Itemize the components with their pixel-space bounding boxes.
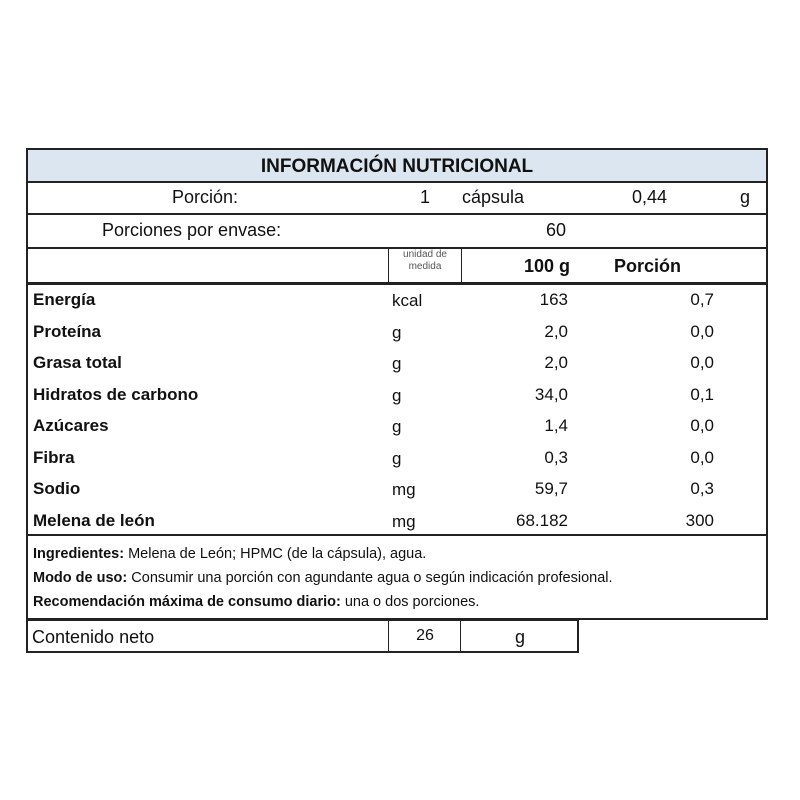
nutrient-unit: g [392,322,402,342]
nutrient-unit: kcal [392,291,423,310]
nutrient-portion: 0,3 [690,479,714,498]
nutrient-portion: 0,0 [690,416,714,435]
nutrient-unit: g [392,417,402,436]
max-label: Recomendación máxima de consumo diario: [33,594,341,610]
net-unit: g [514,627,525,647]
net-label: Contenido neto [32,627,155,647]
nutrient-row: Energía kcal 163 0,7 [28,285,766,317]
nutrient-unit: g [392,448,402,468]
nutrient-per100: 34,0 [534,384,568,404]
unit-header: unidad de medida [388,247,462,282]
nutrient-name: Hidratos de carbono [33,384,199,404]
column-header-row: unidad de medida 100 g Porción [26,247,768,284]
portion-qty: 1 [420,187,431,207]
nutrient-row: Azúcares g 1,4 0,0 [28,411,766,443]
ingredients-line: Ingredientes: Melena de León; HPMC (de l… [33,542,761,566]
usage-text: Consumir una porción con agundante agua … [127,570,613,586]
nutrient-row: Sodio mg 59,7 0,3 [28,474,766,506]
nutrient-row: Grasa total g 2,0 0,0 [28,348,766,380]
servings-label: Porciones por envase: [102,220,282,240]
portion-unit-name: cápsula [462,187,525,207]
nutrient-portion: 0,7 [690,290,714,309]
nutrient-per100: 2,0 [544,353,568,372]
portion-row: Porción: 1 cápsula 0,44 g [26,181,768,215]
nutrient-per100: 2,0 [544,321,568,341]
nutrient-row: Proteína g 2,0 0,0 [28,317,766,349]
nutrient-name: Fibra [33,447,75,467]
ingredients-text: Melena de León; HPMC (de la cápsula), ag… [124,546,427,562]
nutrient-portion: 300 [685,510,714,530]
nutrient-row: Melena de león mg 68.182 300 [28,506,766,538]
nutrient-unit: mg [392,511,416,531]
nutrient-name: Proteína [33,321,102,341]
info-box: Ingredientes: Melena de León; HPMC (de l… [26,534,768,620]
net-value: 26 [416,627,434,644]
nutrient-name: Grasa total [33,353,122,372]
servings-value: 60 [546,220,567,240]
max-text: una o dos porciones. [340,594,480,610]
portion-weight: 0,44 [632,187,668,207]
usage-label: Modo de uso: [33,570,128,586]
table-title: INFORMACIÓN NUTRICIONAL [26,148,768,183]
nutrient-per100: 0,3 [544,447,568,467]
nutrient-row: Hidratos de carbono g 34,0 0,1 [28,380,766,412]
portion-label: Porción: [172,187,239,207]
nutrient-unit: mg [392,480,416,499]
nutrient-per100: 1,4 [544,416,568,435]
nutrient-name: Azúcares [33,416,109,435]
usage-line: Modo de uso: Consumir una porción con ag… [33,566,761,590]
nutrient-per100: 59,7 [534,479,568,498]
header-portion: Porción [614,256,682,276]
portion-weight-unit: g [740,187,751,207]
nutrient-name: Energía [33,290,96,309]
nutrient-portion: 0,1 [690,384,714,404]
nutrient-table: Energía kcal 163 0,7 Proteína g 2,0 0,0 Gr… [26,282,768,536]
nutrient-name: Sodio [33,479,81,498]
nutrient-unit: g [392,385,402,405]
nutrient-per100: 163 [539,290,568,309]
nutrient-portion: 0,0 [690,353,714,372]
nutrient-unit: g [392,354,402,373]
nutrient-per100: 68.182 [516,510,568,530]
header-100g: 100 g [523,256,570,276]
net-content-row: Contenido neto 26 g [26,619,579,653]
nutrient-portion: 0,0 [690,321,714,341]
nutrient-name: Melena de león [33,510,155,530]
ingredients-label: Ingredientes: [33,546,125,562]
nutrient-row: Fibra g 0,3 0,0 [28,443,766,475]
max-line: Recomendación máxima de consumo diario: … [33,590,761,614]
nutrient-portion: 0,0 [690,447,714,467]
servings-row: Porciones por envase: 60 [26,213,768,249]
